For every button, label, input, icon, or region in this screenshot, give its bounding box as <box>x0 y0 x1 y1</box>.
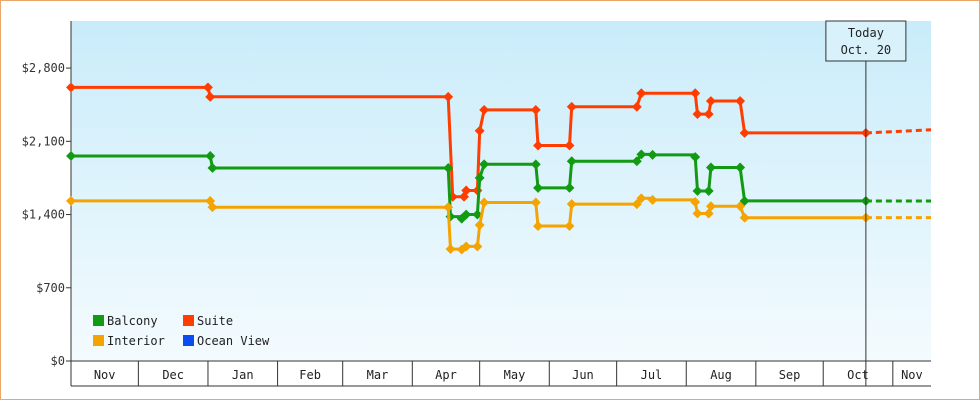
legend-label-balcony: Balcony <box>107 314 158 328</box>
x-tick-label: Mar <box>367 368 389 382</box>
data-point <box>66 195 76 206</box>
data-point <box>207 202 218 213</box>
x-tick-label: Jan <box>232 368 254 382</box>
today-date-label: Oct. 20 <box>841 43 892 57</box>
today-box <box>825 20 907 62</box>
x-tick-label: Aug <box>710 368 732 382</box>
data-point <box>703 186 714 196</box>
x-tick-label: May <box>504 368 526 382</box>
data-point <box>207 163 218 173</box>
data-point <box>647 149 658 160</box>
y-tick-label: $700 <box>36 281 65 295</box>
data-point <box>533 221 543 232</box>
data-point <box>636 149 647 160</box>
today-label: Today <box>848 26 884 40</box>
data-point <box>461 209 472 220</box>
data-point <box>564 221 575 231</box>
x-tick-label: Feb <box>299 368 321 382</box>
data-point <box>443 91 454 102</box>
data-point <box>479 159 490 170</box>
y-tick-label: $0 <box>51 354 65 368</box>
data-point <box>533 140 543 151</box>
today-marker: Today Oct. 20 <box>825 20 907 386</box>
data-point <box>474 172 485 183</box>
x-tick-label: Nov <box>94 368 116 382</box>
data-point <box>703 208 714 219</box>
legend-swatch-balcony <box>93 315 104 326</box>
data-point <box>564 140 575 151</box>
forecast-line <box>865 128 932 135</box>
x-tick-label: Dec <box>162 368 184 382</box>
data-point <box>203 82 213 93</box>
data-point <box>479 197 490 208</box>
data-point <box>461 185 472 196</box>
legend: Balcony Suite Interior Ocean View <box>93 314 270 348</box>
data-point <box>566 156 577 167</box>
data-point <box>631 101 642 112</box>
data-point <box>66 82 76 93</box>
y-tick-label: $1,400 <box>22 208 65 222</box>
x-tick-label: Nov <box>901 368 923 382</box>
data-point <box>66 151 76 161</box>
legend-label-suite: Suite <box>197 314 233 328</box>
x-tick-label: Jun <box>572 368 594 382</box>
data-point <box>479 104 490 115</box>
legend-swatch-ocean-view <box>183 335 194 346</box>
x-tick-label: Jul <box>641 368 663 382</box>
legend-label-interior: Interior <box>107 334 165 348</box>
data-point <box>692 186 703 196</box>
data-point <box>461 241 472 252</box>
data-point <box>735 201 746 212</box>
y-tick-label: $2,800 <box>22 61 65 75</box>
data-point <box>474 220 485 230</box>
data-point <box>692 208 703 219</box>
x-tick-label: Sep <box>779 368 801 382</box>
y-axis: $0 $700 $1,400 $2,100 $2,800 <box>22 21 72 368</box>
data-point <box>631 156 642 167</box>
data-point <box>472 241 483 252</box>
legend-swatch-suite <box>183 315 194 326</box>
series-balcony <box>66 149 931 224</box>
x-axis: Nov Dec Jan Feb Mar Apr May Jun Jul Aug Sep Oct Nov <box>70 360 931 387</box>
data-point <box>636 88 647 99</box>
x-tick-label: Oct <box>847 368 869 382</box>
legend-swatch-interior <box>93 335 104 346</box>
legend-label-ocean-view: Ocean View <box>197 334 270 348</box>
x-tick-label: Apr <box>435 368 457 382</box>
y-tick-label: $2,100 <box>22 134 65 148</box>
plot-area <box>71 21 931 361</box>
data-point <box>445 244 456 255</box>
